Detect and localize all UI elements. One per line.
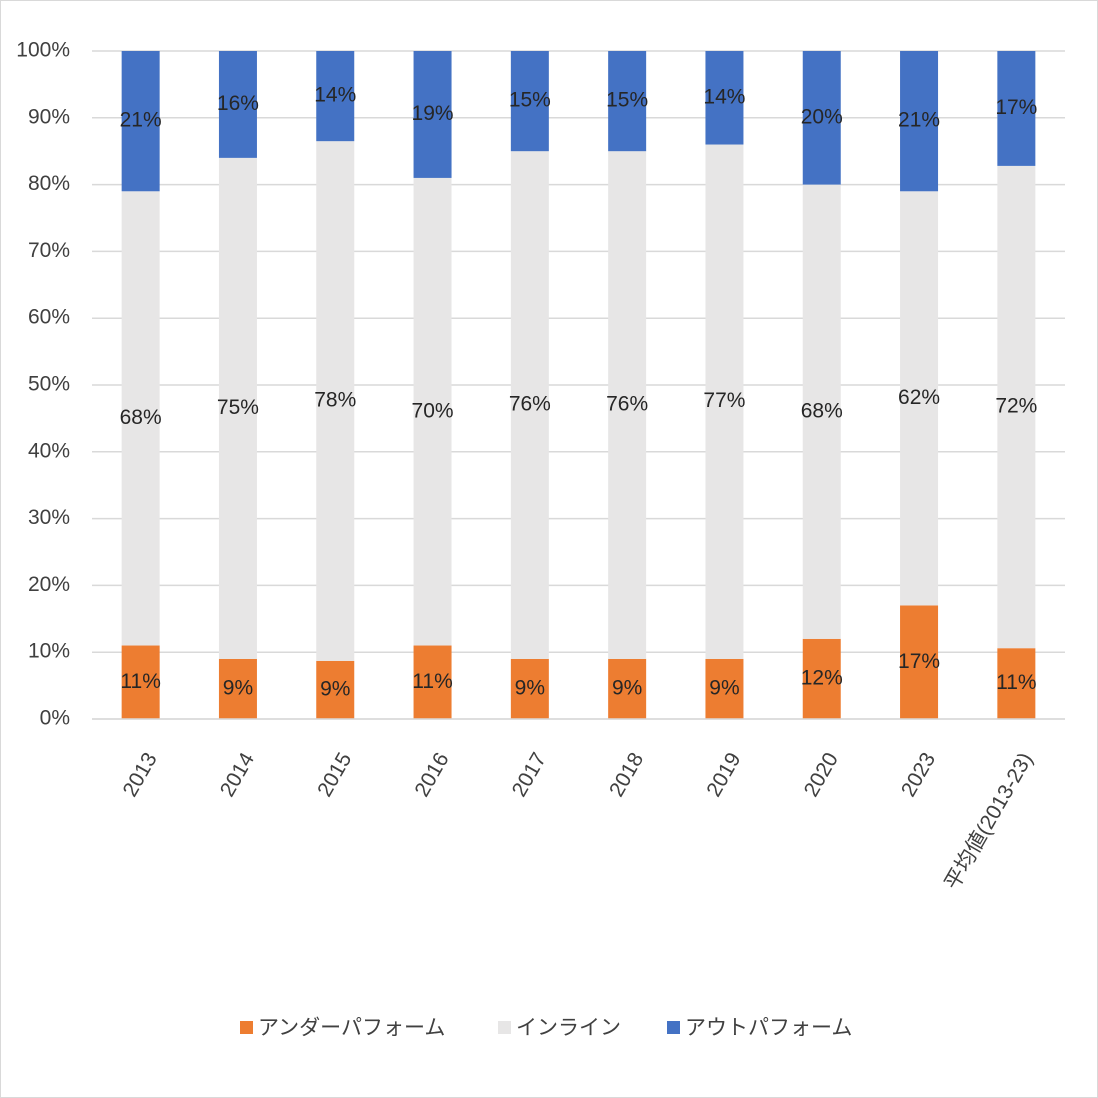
data-label: 11% [412,670,452,693]
legend-label: インライン [516,1017,621,1040]
bar-segment [802,51,841,185]
data-label: 16% [217,92,259,115]
data-label: 77% [703,389,745,412]
data-label: 15% [606,89,648,112]
y-tick-label: 20% [28,573,70,596]
data-label: 14% [703,85,745,108]
data-label: 75% [217,396,259,419]
bar-segment [802,184,841,639]
bar-segment [608,658,647,719]
data-label: 62% [898,386,940,409]
data-label: 76% [606,393,648,416]
data-label: 17% [995,96,1037,119]
data-label: 21% [898,109,940,132]
bar-segment [608,51,647,152]
bar-segment [705,658,744,719]
bar-segment [705,144,744,659]
bar-segment [705,51,744,145]
data-label: 17% [898,650,940,673]
bar-segment [510,151,549,659]
data-label: 9% [320,677,350,700]
data-label: 14% [314,84,356,107]
data-label: 9% [612,676,642,699]
data-label: 21% [120,109,162,132]
bar-segment [316,660,355,719]
data-label: 9% [223,676,253,699]
data-label: 68% [801,399,843,422]
bar-segment [997,165,1036,649]
y-tick-label: 30% [28,506,70,529]
bar-segment [316,141,355,661]
legend-label: アンダーパフォーム [258,1017,445,1040]
legend-label: アウトパフォーム [685,1017,852,1040]
bar-segment [121,51,160,192]
data-label: 78% [314,389,356,412]
bar-segment [121,191,160,646]
legend-swatch [498,1021,511,1034]
legend-swatch [240,1021,253,1034]
data-label: 9% [709,676,739,699]
y-tick-label: 100% [16,39,70,62]
bar-segment [510,658,549,719]
data-label: 15% [509,89,551,112]
bar-segment [316,51,355,142]
data-label: 11% [120,670,160,693]
bar-segment [608,151,647,659]
bar-segment [997,51,1036,166]
y-tick-label: 80% [28,172,70,195]
legend-swatch [667,1021,680,1034]
y-tick-label: 50% [28,373,70,396]
data-label: 20% [801,105,843,128]
bar-segment [900,605,939,719]
bar-segment [218,157,257,659]
data-label: 68% [120,406,162,429]
bar-segment [900,191,939,606]
data-label: 72% [995,395,1037,418]
bar-segment [413,51,452,178]
bar-segment [413,645,452,719]
y-tick-label: 0% [40,707,70,730]
data-label: 11% [996,671,1036,694]
y-tick-label: 70% [28,239,70,262]
bar-segment [900,51,939,192]
y-tick-label: 60% [28,306,70,329]
y-tick-label: 90% [28,105,70,128]
bar-segment [413,177,452,646]
bar-segment [218,51,257,158]
bar-segment [997,648,1036,719]
data-label: 19% [412,102,454,125]
data-label: 76% [509,393,551,416]
y-tick-label: 10% [28,640,70,663]
bar-segment [510,51,549,152]
bar-segment [121,645,160,719]
data-label: 9% [515,676,545,699]
data-label: 12% [801,666,843,689]
bar-segment [218,658,257,719]
y-tick-label: 40% [28,439,70,462]
data-label: 70% [412,399,454,422]
bar-segment [802,638,841,719]
